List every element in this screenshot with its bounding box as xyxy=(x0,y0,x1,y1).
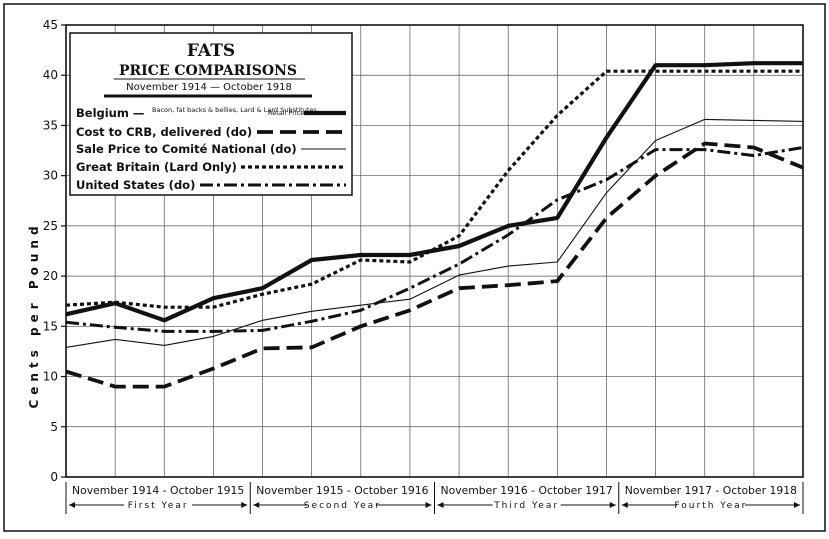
arrow-head xyxy=(437,502,444,508)
arrow-head xyxy=(609,502,616,508)
y-tick-label: 20 xyxy=(43,269,58,283)
legend-label-4: United States (do) xyxy=(76,178,195,192)
x-period-label: November 1915 - October 1916 xyxy=(256,484,428,497)
series-line-2 xyxy=(65,118,804,348)
series-lines xyxy=(65,61,804,389)
legend-label-3: Great Britain (Lard Only) xyxy=(76,160,237,174)
legend: FATS PRICE COMPARISONS November 1914 — O… xyxy=(69,32,353,196)
arrow-head xyxy=(253,502,260,508)
y-tick-label: 40 xyxy=(43,68,58,82)
y-tick-label: 45 xyxy=(43,18,58,32)
y-tick-label: 5 xyxy=(50,420,58,434)
arrow-head xyxy=(69,502,75,508)
arrow-head xyxy=(794,502,800,508)
x-period-label: November 1916 - October 1917 xyxy=(441,484,613,497)
series-line-4 xyxy=(65,146,804,333)
chart-date-range: November 1914 — October 1918 xyxy=(126,82,292,93)
x-period-label: November 1914 - October 1915 xyxy=(72,484,244,497)
arrow-head xyxy=(621,502,628,508)
legend-label-0: Belgium — xyxy=(76,106,144,120)
legend-note: Bacon, fat backs & bellies, Lard & Lard … xyxy=(152,106,317,114)
x-year-label: First Year xyxy=(128,501,189,511)
y-tick-label: 30 xyxy=(43,169,58,183)
y-tick-label: 15 xyxy=(43,319,58,333)
arrow-head xyxy=(241,502,248,508)
series-line-1 xyxy=(65,141,804,389)
y-axis-ticks: 0 5 10 15 20 25 30 35 40 45 xyxy=(43,18,66,484)
x-year-label: Fourth Year xyxy=(674,501,747,511)
x-year-label: Third Year xyxy=(493,501,559,511)
x-year-label: Second Year xyxy=(304,501,381,511)
x-period-label: November 1917 - October 1918 xyxy=(625,484,797,497)
chart-subtitle: PRICE COMPARISONS xyxy=(119,63,297,79)
legend-note-retail: Retail Price xyxy=(268,109,304,117)
y-tick-label: 35 xyxy=(43,118,58,132)
series-line-3 xyxy=(65,69,803,309)
y-tick-label: 0 xyxy=(50,470,58,484)
x-axis-periods: November 1914 - October 1915 First Year No… xyxy=(65,482,804,514)
axes xyxy=(65,24,804,478)
legend-label-1: Cost to CRB, delivered (do) xyxy=(76,125,252,139)
y-axis-label: Cents per Pound xyxy=(27,221,41,408)
legend-label-2: Sale Price to Comité National (do) xyxy=(76,142,297,156)
arrow-head xyxy=(425,502,432,508)
y-tick-label: 25 xyxy=(43,219,58,233)
chart-title: FATS xyxy=(187,41,235,61)
y-tick-label: 10 xyxy=(43,370,58,384)
plot-border xyxy=(65,24,804,478)
